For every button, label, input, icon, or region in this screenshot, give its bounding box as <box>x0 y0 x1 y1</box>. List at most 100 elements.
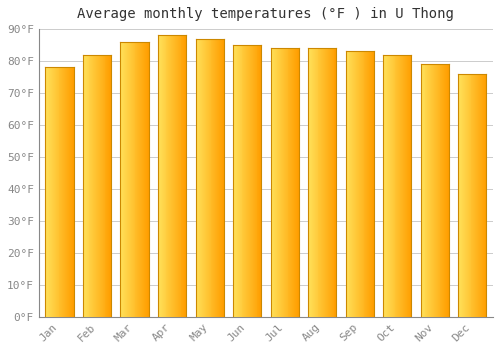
Bar <box>462 74 463 317</box>
Bar <box>184 35 185 317</box>
Bar <box>370 51 371 317</box>
Bar <box>446 64 447 317</box>
Bar <box>368 51 369 317</box>
Bar <box>130 42 131 317</box>
Bar <box>438 64 440 317</box>
Bar <box>391 55 392 317</box>
Bar <box>214 38 215 317</box>
Bar <box>356 51 357 317</box>
Bar <box>200 38 201 317</box>
Bar <box>102 55 104 317</box>
Bar <box>237 45 238 317</box>
Bar <box>408 55 410 317</box>
Bar <box>364 51 366 317</box>
Bar <box>396 55 398 317</box>
Bar <box>369 51 370 317</box>
Bar <box>323 48 324 317</box>
Bar <box>477 74 478 317</box>
Bar <box>428 64 429 317</box>
Bar <box>185 35 186 317</box>
Bar <box>160 35 161 317</box>
Bar <box>49 68 50 317</box>
Bar <box>404 55 405 317</box>
Bar <box>392 55 394 317</box>
Bar <box>172 35 173 317</box>
Bar <box>279 48 280 317</box>
Bar <box>108 55 109 317</box>
Bar <box>92 55 93 317</box>
Bar <box>104 55 106 317</box>
Bar <box>352 51 353 317</box>
Bar <box>481 74 482 317</box>
Title: Average monthly temperatures (°F ) in U Thong: Average monthly temperatures (°F ) in U … <box>78 7 454 21</box>
Bar <box>208 38 210 317</box>
Bar <box>143 42 144 317</box>
Bar <box>96 55 97 317</box>
Bar <box>276 48 277 317</box>
Bar <box>248 45 249 317</box>
Bar <box>100 55 102 317</box>
Bar <box>387 55 388 317</box>
Bar <box>66 68 67 317</box>
Bar <box>246 45 247 317</box>
Bar <box>366 51 368 317</box>
Bar <box>293 48 294 317</box>
Bar <box>56 68 58 317</box>
Bar <box>429 64 430 317</box>
Bar <box>442 64 444 317</box>
Bar <box>318 48 320 317</box>
Bar <box>176 35 177 317</box>
Bar <box>324 48 325 317</box>
Bar <box>162 35 164 317</box>
Bar <box>354 51 355 317</box>
Bar <box>458 74 460 317</box>
Bar <box>313 48 314 317</box>
Bar <box>434 64 435 317</box>
Bar <box>386 55 387 317</box>
Bar <box>210 38 212 317</box>
Bar <box>398 55 399 317</box>
Bar <box>109 55 110 317</box>
Bar <box>284 48 286 317</box>
Bar <box>140 42 141 317</box>
Bar <box>410 55 412 317</box>
Bar <box>253 45 254 317</box>
Bar <box>164 35 166 317</box>
Bar <box>252 45 253 317</box>
Bar <box>421 64 422 317</box>
Bar <box>120 42 122 317</box>
Bar <box>84 55 85 317</box>
Bar <box>403 55 404 317</box>
Bar <box>280 48 281 317</box>
Bar <box>125 42 126 317</box>
Bar <box>223 38 224 317</box>
Bar <box>132 42 134 317</box>
Bar <box>467 74 468 317</box>
Bar <box>256 45 258 317</box>
Bar <box>405 55 406 317</box>
Bar <box>254 45 256 317</box>
Bar <box>399 55 400 317</box>
Bar <box>296 48 297 317</box>
Bar <box>175 35 176 317</box>
Bar <box>70 68 72 317</box>
Bar <box>482 74 484 317</box>
Bar <box>350 51 352 317</box>
Bar <box>182 35 184 317</box>
Bar <box>357 51 358 317</box>
Bar <box>282 48 283 317</box>
Bar <box>128 42 129 317</box>
Bar <box>203 38 204 317</box>
Bar <box>97 55 98 317</box>
Bar <box>479 74 480 317</box>
Bar <box>329 48 330 317</box>
Bar <box>277 48 278 317</box>
Bar <box>433 64 434 317</box>
Bar <box>424 64 426 317</box>
Bar <box>217 38 218 317</box>
Bar <box>432 64 433 317</box>
Bar <box>478 74 479 317</box>
Bar <box>51 68 52 317</box>
Bar <box>431 64 432 317</box>
Bar <box>371 51 372 317</box>
